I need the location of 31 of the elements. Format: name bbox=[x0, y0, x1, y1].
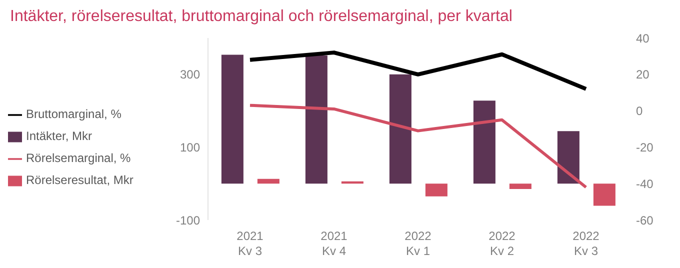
x-tick-label: 2021 Kv 4 bbox=[320, 229, 348, 258]
y-tick-label: -100 bbox=[176, 213, 200, 228]
x-tick-label: 2022 Kv 1 bbox=[404, 229, 432, 258]
bar bbox=[389, 74, 412, 184]
bar bbox=[341, 181, 364, 184]
line-series bbox=[248, 104, 588, 189]
line-series bbox=[248, 50, 588, 91]
x-tick-label: 2022 Kv 2 bbox=[488, 229, 516, 258]
y-tick-label: 100 bbox=[180, 140, 200, 154]
y2-tick-label: 0 bbox=[636, 104, 643, 118]
legend-label: Rörelseresultat, Mkr bbox=[26, 173, 134, 187]
x-tick-label: 2022 Kv 3 bbox=[572, 229, 600, 258]
y2-tick-label: -60 bbox=[636, 213, 654, 228]
y2-tick-label: -20 bbox=[636, 140, 654, 154]
bar bbox=[509, 184, 532, 190]
chart-title: Intäkter, rörelseresultat, bruttomarginal och rörelsemarginal, per kvartal bbox=[10, 8, 512, 25]
y2-tick-label: -40 bbox=[636, 176, 654, 191]
y2-tick-label: 20 bbox=[636, 68, 650, 82]
bar bbox=[305, 55, 328, 184]
y-tick-label: 300 bbox=[180, 68, 200, 82]
legend-label: Rörelsemarginal, % bbox=[26, 151, 131, 165]
bar bbox=[221, 54, 244, 184]
legend-label: Intäkter, Mkr bbox=[26, 129, 92, 143]
x-tick-label: 2021 Kv 3 bbox=[236, 229, 264, 258]
y2-tick-label: 40 bbox=[636, 31, 650, 46]
bar bbox=[557, 131, 580, 184]
bar bbox=[425, 184, 448, 196]
legend-label: Bruttomarginal, % bbox=[26, 107, 122, 121]
bar bbox=[593, 184, 616, 206]
bar bbox=[473, 100, 496, 184]
bar bbox=[257, 178, 280, 184]
